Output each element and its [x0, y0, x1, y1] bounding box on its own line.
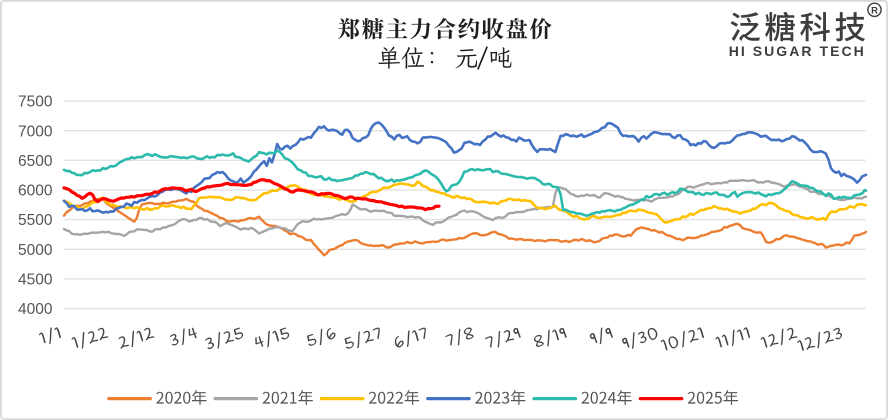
- svg-text:7500: 7500: [18, 94, 53, 111]
- svg-text:R: R: [871, 5, 878, 16]
- svg-text:6500: 6500: [18, 153, 53, 170]
- svg-text:HI SUGAR TECH: HI SUGAR TECH: [729, 43, 866, 59]
- svg-text:4000: 4000: [18, 301, 53, 318]
- svg-text:5000: 5000: [18, 242, 53, 259]
- svg-text:5500: 5500: [18, 212, 53, 229]
- svg-text:6000: 6000: [18, 183, 53, 200]
- svg-text:4500: 4500: [18, 272, 53, 289]
- svg-text:7000: 7000: [18, 123, 53, 140]
